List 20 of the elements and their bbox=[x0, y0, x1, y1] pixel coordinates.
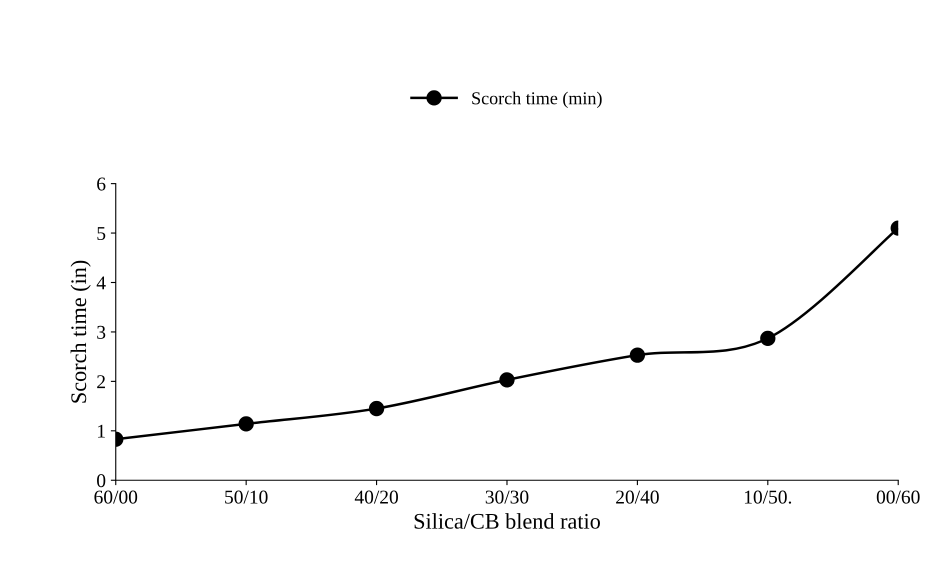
x-tick-label: 20/40 bbox=[616, 490, 659, 504]
y-tick-label: 6 bbox=[97, 177, 106, 191]
x-tick-label: 10/50. bbox=[744, 490, 792, 504]
x-axis-title: Silica/CB blend ratio bbox=[414, 513, 600, 529]
y-tick-label: 3 bbox=[97, 326, 106, 339]
y-tick-label: 4 bbox=[96, 276, 106, 290]
x-tick-label: 60/00 bbox=[94, 490, 138, 504]
legend-label: Scorch time (min) bbox=[472, 92, 602, 108]
point bbox=[499, 372, 515, 388]
x-tick-label: 40/20 bbox=[354, 490, 398, 504]
x-tick-label: 50/10 bbox=[225, 490, 268, 504]
y-axis-title: Scorch time (in) bbox=[70, 260, 91, 403]
point bbox=[368, 400, 384, 416]
x-tick-label: 30/30 bbox=[486, 490, 528, 504]
y-tick-label: 2 bbox=[97, 375, 105, 388]
y-tick-label: 0 bbox=[97, 474, 106, 488]
y-tick-label: 5 bbox=[97, 227, 106, 240]
y-tick-label: 1 bbox=[98, 424, 105, 438]
point bbox=[630, 348, 646, 363]
x-tick-label: 00/60 bbox=[876, 490, 920, 504]
